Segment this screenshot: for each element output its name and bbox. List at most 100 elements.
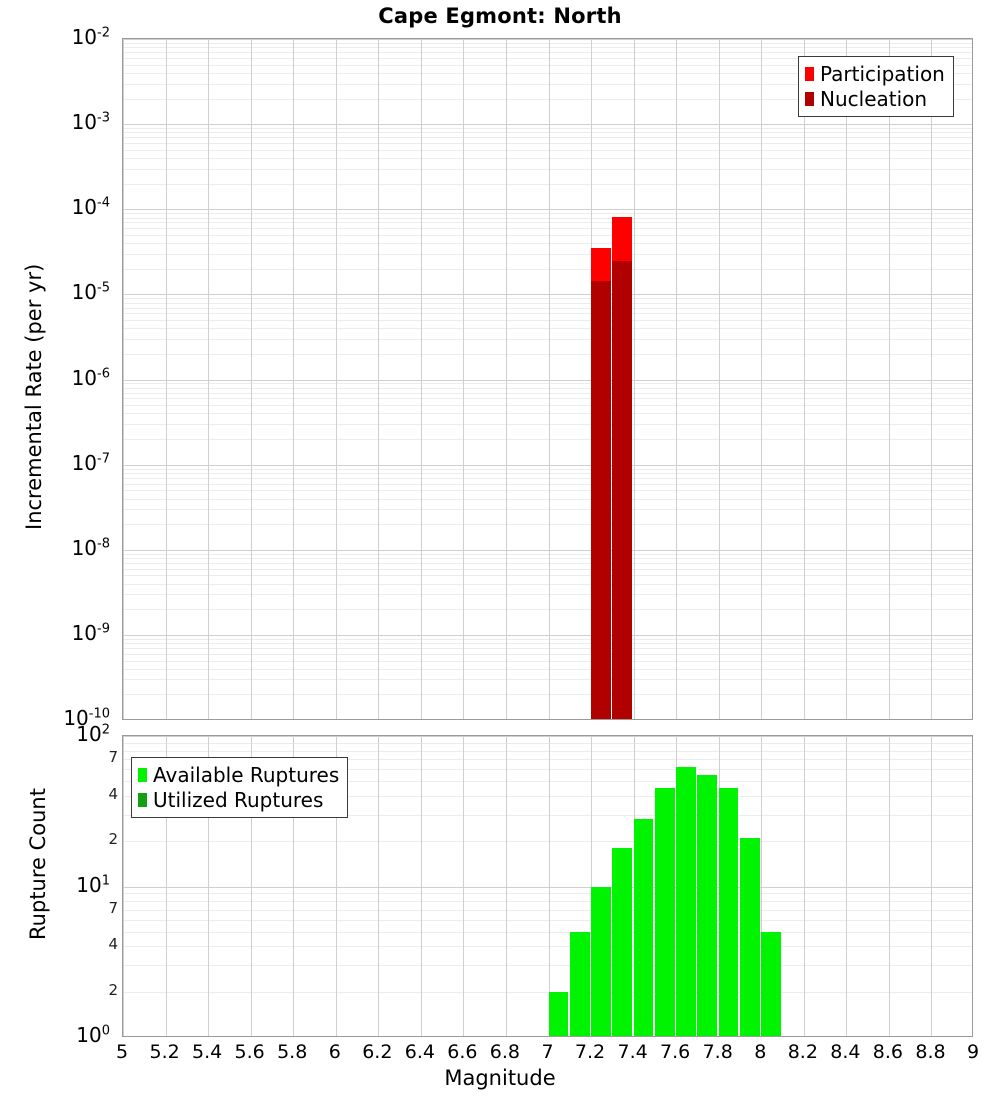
legend-item-utilized-ruptures[interactable]: Utilized Ruptures <box>138 787 339 812</box>
y-tick-label: 100 <box>76 1023 110 1047</box>
legend-label-utilized-ruptures: Utilized Ruptures <box>153 787 324 812</box>
gridline-vertical <box>846 39 848 719</box>
gridline-horizontal <box>123 893 972 895</box>
x-tick-label: 7.8 <box>702 1041 733 1063</box>
gridline-horizontal <box>123 568 972 570</box>
gridline-horizontal <box>123 439 972 440</box>
y-tick-label-minor: 2 <box>108 980 118 999</box>
gridline-horizontal <box>123 222 972 224</box>
gridline-vertical <box>378 736 380 1036</box>
bottom-y-axis-label: Rupture Count <box>26 788 50 940</box>
gridline-horizontal <box>123 383 972 385</box>
gridline-vertical <box>165 736 167 1036</box>
gridline-horizontal <box>123 39 972 40</box>
y-tick-label-minor: 4 <box>108 935 118 954</box>
gridline-vertical <box>250 736 252 1036</box>
gridline-horizontal <box>123 143 972 144</box>
y-tick-label: 10-10 <box>63 706 110 730</box>
bar-nucleation <box>591 280 611 719</box>
gridline-horizontal <box>123 307 972 309</box>
gridline-horizontal <box>123 302 972 304</box>
gridline-vertical <box>293 39 295 719</box>
gridline-vertical <box>803 736 805 1036</box>
gridline-horizontal <box>123 769 972 771</box>
bar-available-ruptures <box>740 838 760 1036</box>
gridline-vertical <box>506 736 507 1036</box>
gridline-horizontal <box>123 47 972 49</box>
gridline-horizontal <box>123 464 972 466</box>
utilized-ruptures-swatch-icon <box>138 792 147 807</box>
gridline-horizontal <box>123 387 972 389</box>
gridline-horizontal <box>123 524 972 526</box>
x-tick-label: 7.2 <box>574 1041 606 1063</box>
gridline-vertical <box>633 39 635 719</box>
legend-item-participation[interactable]: Participation <box>805 61 945 86</box>
gridline-horizontal <box>123 217 972 219</box>
y-tick-label: 10-7 <box>71 450 110 475</box>
x-tick-label: 6.8 <box>489 1041 520 1063</box>
gridline-horizontal <box>123 64 972 66</box>
gridline-horizontal <box>123 124 972 126</box>
x-tick-label: 6.6 <box>447 1041 478 1063</box>
y-tick-label: 10-3 <box>71 110 110 135</box>
gridline-horizontal <box>123 549 972 551</box>
gridline-horizontal <box>123 965 972 967</box>
y-tick-label: 10-6 <box>71 365 110 390</box>
gridline-vertical <box>335 736 337 1036</box>
gridline-horizontal <box>123 405 972 407</box>
gridline-horizontal <box>123 653 972 655</box>
gridline-horizontal <box>123 991 972 993</box>
top-legend: Participation Nucleation <box>798 56 954 117</box>
gridline-horizontal <box>123 234 972 236</box>
gridline-horizontal <box>123 841 972 843</box>
gridline-horizontal <box>123 694 972 696</box>
gridline-horizontal <box>123 379 972 381</box>
x-tick-label: 5.2 <box>149 1041 180 1063</box>
x-tick-label: 7.6 <box>659 1041 691 1063</box>
nucleation-swatch-icon <box>805 91 814 106</box>
bar-available-ruptures <box>569 931 590 1036</box>
gridline-horizontal <box>123 909 972 911</box>
gridline-horizontal <box>123 137 972 139</box>
gridline-horizontal <box>123 490 972 492</box>
gridline-horizontal <box>123 52 972 54</box>
available-ruptures-swatch-icon <box>138 767 147 782</box>
gridline-horizontal <box>123 575 972 577</box>
gridline-horizontal <box>123 558 972 559</box>
y-tick-label: 10-2 <box>71 25 110 49</box>
gridline-vertical <box>888 39 890 719</box>
gridline-horizontal <box>123 750 972 752</box>
gridline-horizontal <box>123 483 972 485</box>
x-tick-label: 7.4 <box>617 1041 648 1063</box>
gridline-vertical <box>123 39 124 719</box>
gridline-horizontal <box>123 320 972 321</box>
gridline-horizontal <box>123 814 972 816</box>
gridline-horizontal <box>123 901 972 903</box>
gridline-horizontal <box>123 183 972 185</box>
legend-item-available-ruptures[interactable]: Available Ruptures <box>138 762 339 787</box>
gridline-vertical <box>846 736 848 1036</box>
x-tick-label: 6 <box>328 1041 341 1063</box>
gridline-horizontal <box>123 946 972 948</box>
gridline-vertical <box>208 736 210 1036</box>
gridline-horizontal <box>123 83 972 85</box>
gridline-horizontal <box>123 243 972 245</box>
gridline-horizontal <box>123 594 972 596</box>
participation-swatch-icon <box>805 66 814 81</box>
gridline-vertical <box>761 736 763 1036</box>
gridline-horizontal <box>123 477 972 479</box>
gridline-horizontal <box>123 413 972 415</box>
bar-available-ruptures <box>548 991 569 1036</box>
gridline-horizontal <box>123 472 972 474</box>
y-tick-label: 101 <box>76 872 110 897</box>
legend-item-nucleation[interactable]: Nucleation <box>805 86 945 111</box>
x-tick-label: 8.8 <box>915 1041 946 1063</box>
gridline-vertical <box>931 736 933 1036</box>
gridline-horizontal <box>123 931 972 933</box>
gridline-vertical <box>548 736 550 1036</box>
y-tick-label-minor: 4 <box>108 784 118 803</box>
gridline-horizontal <box>123 72 972 74</box>
bar-nucleation <box>612 260 633 719</box>
gridline-vertical <box>293 736 295 1036</box>
